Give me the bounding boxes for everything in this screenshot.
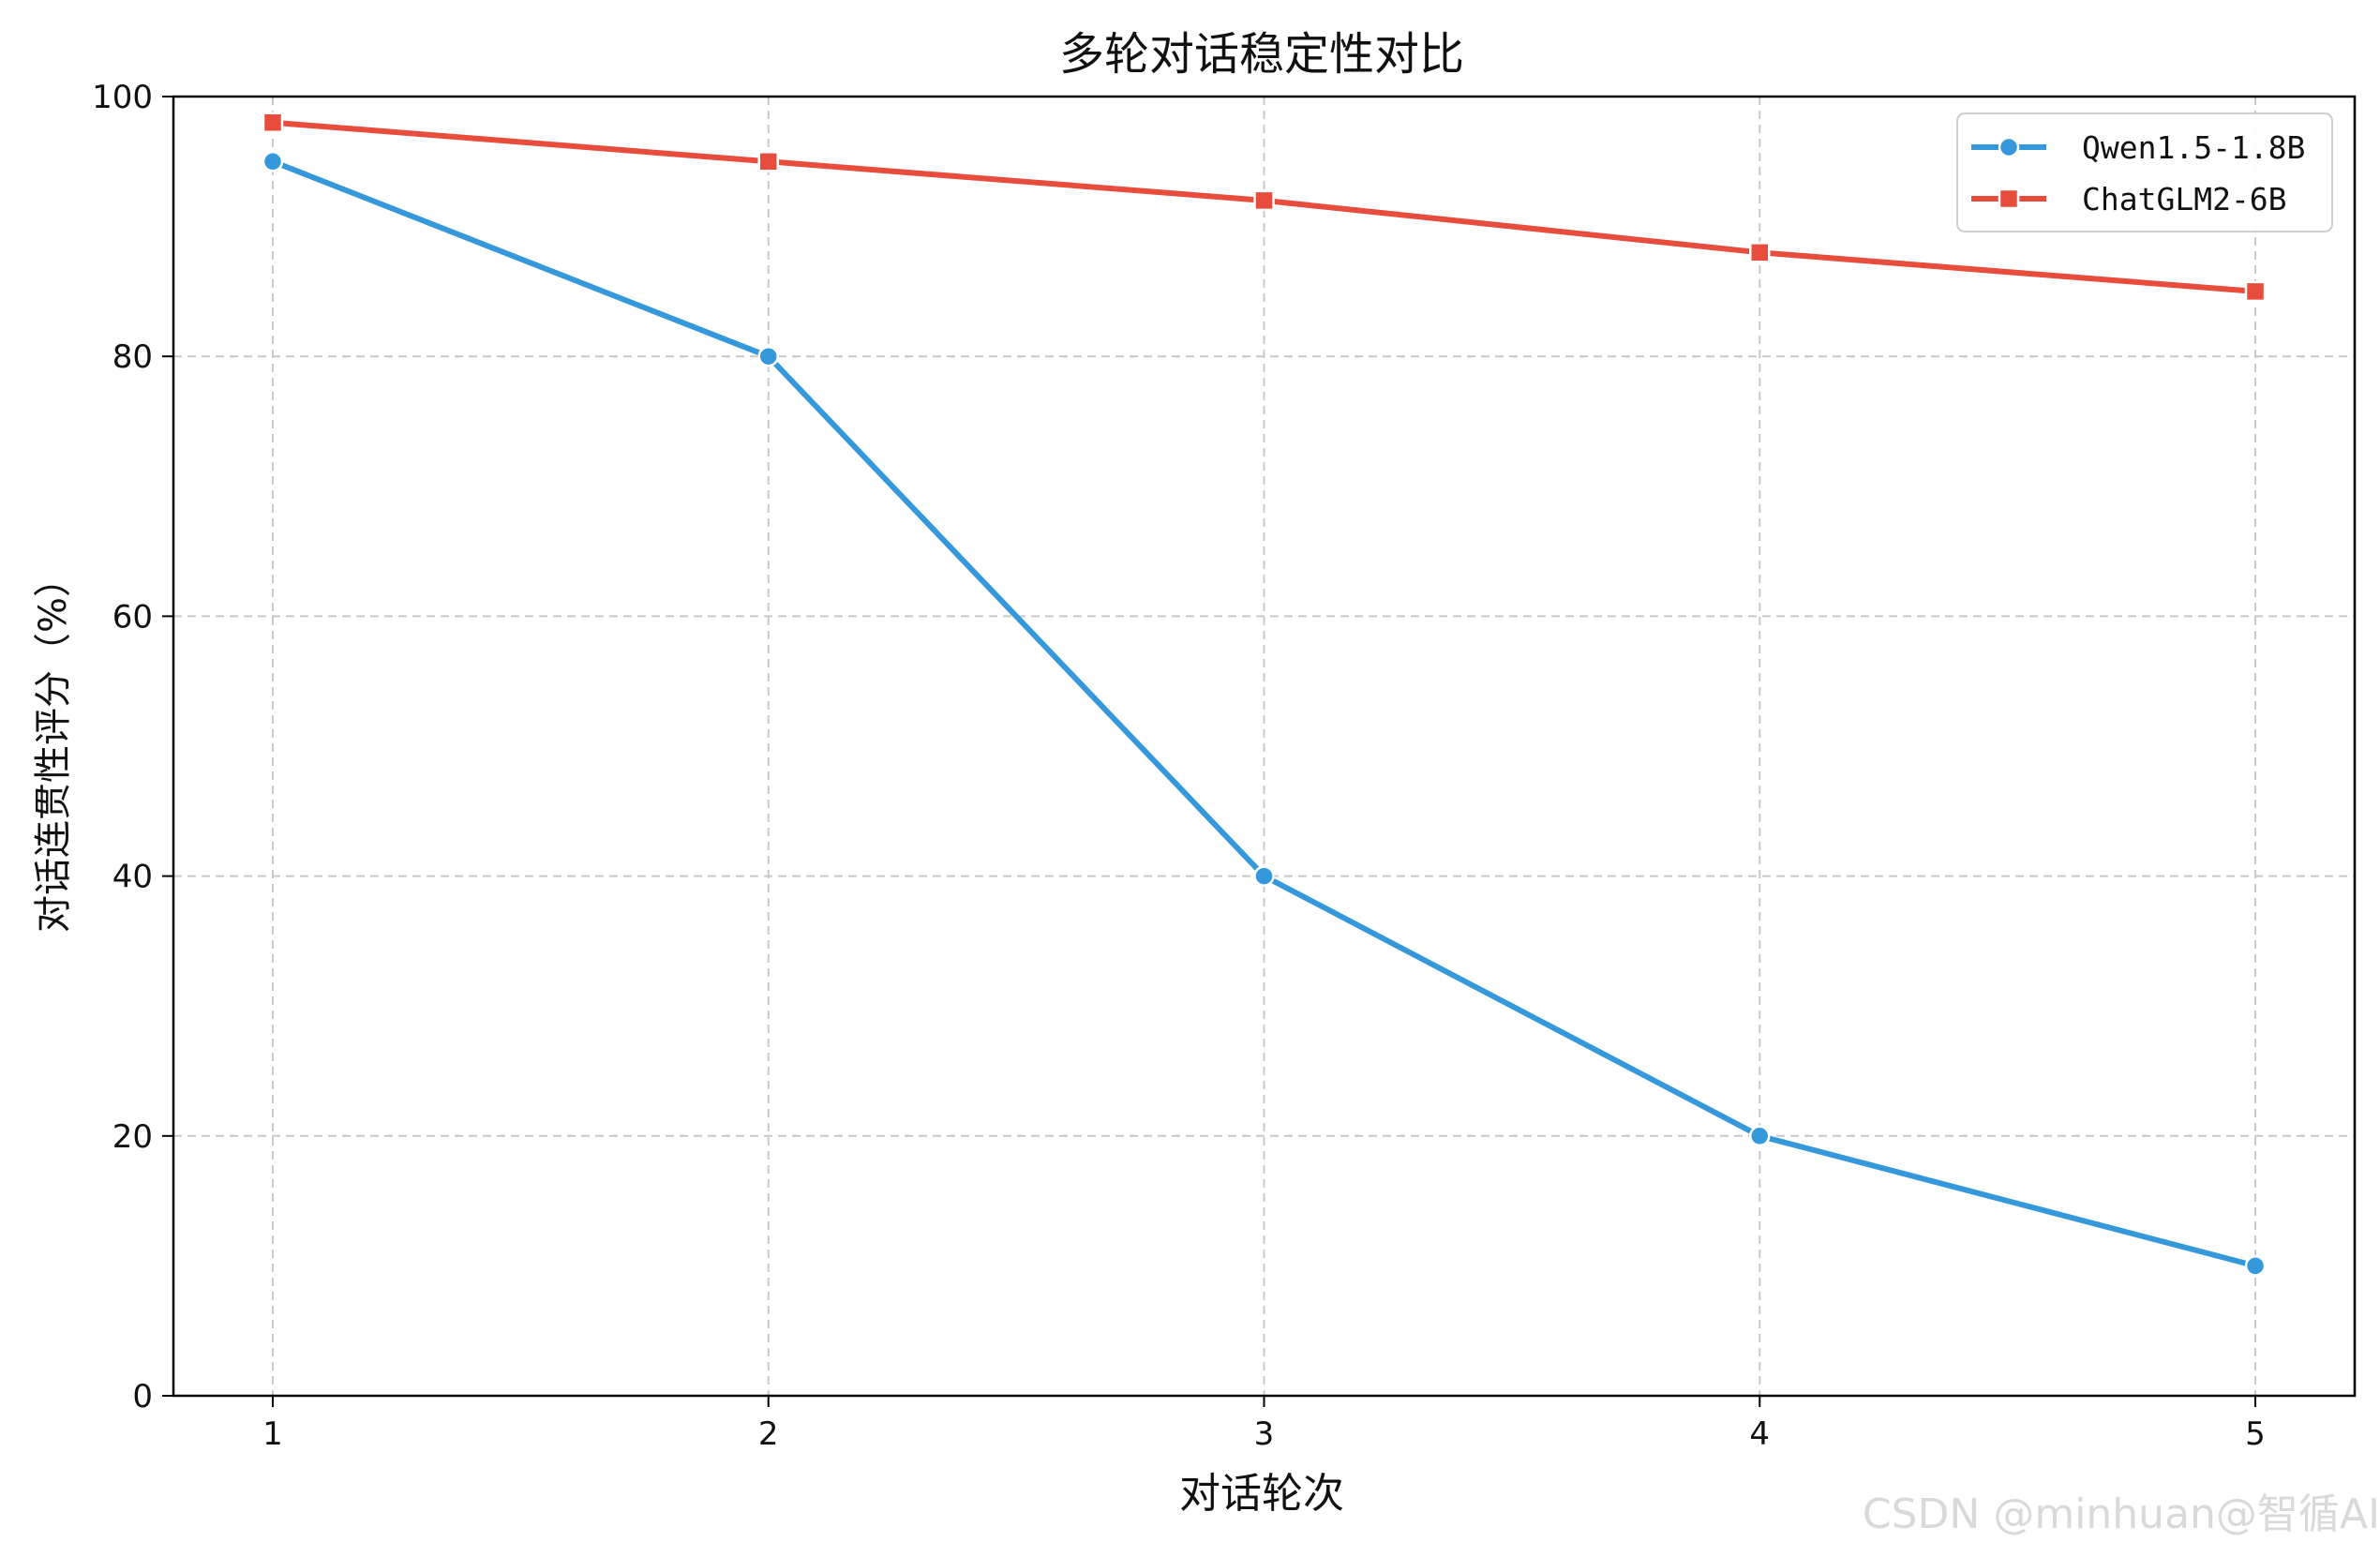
legend-label-0: Qwen1.5-1.8B: [2082, 129, 2305, 166]
legend-box: [1956, 112, 2333, 232]
legend-marker-1: [1998, 187, 2020, 210]
data-point-0-4: [2244, 1255, 2267, 1277]
series-1: [262, 112, 2267, 303]
chart-title: 多轮对话稳定性对比: [1059, 28, 1464, 81]
x-tick-label-3: 3: [1254, 1415, 1275, 1453]
x-tick-label-1: 1: [262, 1415, 283, 1453]
data-point-1-1: [757, 151, 779, 172]
data-point-0-3: [1749, 1125, 1771, 1147]
series-layer: [262, 112, 2267, 1277]
watermark: CSDN @minhuan@智循AI: [1862, 1490, 2380, 1538]
y-axis-label: 对话连贯性评分（%）: [32, 560, 75, 933]
data-point-1-4: [2244, 280, 2267, 303]
data-point-1-0: [262, 112, 284, 133]
data-point-1-2: [1253, 189, 1275, 212]
grid: [173, 97, 2355, 1396]
legend-marker-0: [1998, 136, 2020, 158]
y-tick-label-80: 80: [112, 338, 153, 376]
x-ticks: 1 2 3 4 5: [262, 1396, 2266, 1453]
y-tick-label-60: 60: [112, 598, 153, 636]
legend-label-1: ChatGLM2-6B: [2082, 181, 2287, 217]
y-tick-label-40: 40: [112, 859, 153, 896]
x-tick-label-4: 4: [1749, 1415, 1770, 1453]
series-0: [262, 151, 2267, 1277]
y-tick-label-100: 100: [92, 79, 153, 116]
y-tick-label-20: 20: [112, 1118, 153, 1156]
x-axis-label: 对话轮次: [1179, 1470, 1344, 1518]
legend: Qwen1.5-1.8B ChatGLM2-6B: [1956, 112, 2333, 232]
x-tick-label-2: 2: [758, 1415, 779, 1453]
data-point-0-1: [757, 345, 779, 367]
data-point-1-3: [1749, 242, 1771, 263]
y-tick-label-0: 0: [132, 1378, 153, 1415]
y-ticks: 0 20 40 60 80 100: [92, 79, 173, 1415]
data-point-0-0: [262, 151, 284, 172]
data-point-0-2: [1253, 865, 1275, 887]
x-tick-label-5: 5: [2245, 1415, 2266, 1453]
